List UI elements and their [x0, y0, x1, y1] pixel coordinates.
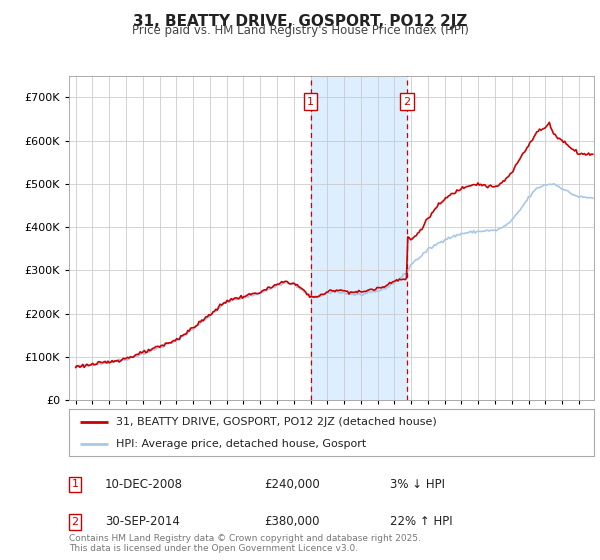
- Text: 10-DEC-2008: 10-DEC-2008: [105, 478, 183, 491]
- Bar: [311, 76, 407, 400]
- Text: £240,000: £240,000: [264, 478, 320, 491]
- Text: 31, BEATTY DRIVE, GOSPORT, PO12 2JZ: 31, BEATTY DRIVE, GOSPORT, PO12 2JZ: [133, 14, 467, 29]
- Text: HPI: Average price, detached house, Gosport: HPI: Average price, detached house, Gosp…: [116, 438, 367, 449]
- Text: 30-SEP-2014: 30-SEP-2014: [105, 515, 180, 529]
- Text: 31, BEATTY DRIVE, GOSPORT, PO12 2JZ (detached house): 31, BEATTY DRIVE, GOSPORT, PO12 2JZ (det…: [116, 417, 437, 427]
- Text: Contains HM Land Registry data © Crown copyright and database right 2025.
This d: Contains HM Land Registry data © Crown c…: [69, 534, 421, 553]
- Text: 1: 1: [307, 96, 314, 106]
- Text: 2: 2: [403, 96, 410, 106]
- Text: 22% ↑ HPI: 22% ↑ HPI: [390, 515, 452, 529]
- Text: 1: 1: [71, 479, 79, 489]
- Text: £380,000: £380,000: [264, 515, 320, 529]
- Text: 3% ↓ HPI: 3% ↓ HPI: [390, 478, 445, 491]
- Text: Price paid vs. HM Land Registry's House Price Index (HPI): Price paid vs. HM Land Registry's House …: [131, 24, 469, 37]
- Text: 2: 2: [71, 517, 79, 527]
